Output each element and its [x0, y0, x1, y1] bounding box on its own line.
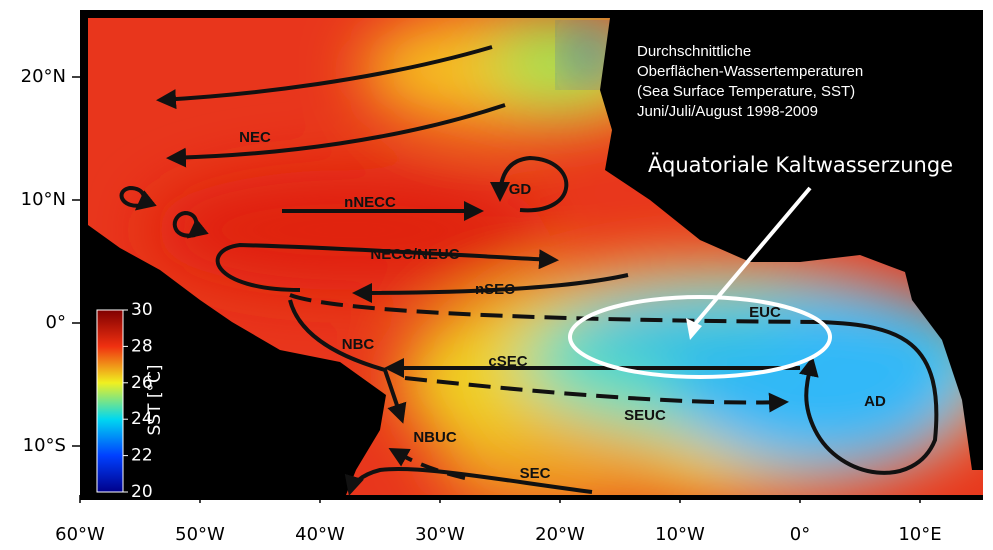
cold-tongue-outline	[568, 295, 832, 379]
annotation: Äquatoriale Kaltwasserzunge	[648, 152, 953, 177]
annotation-arrowhead	[686, 318, 702, 340]
current-label: SEC	[520, 465, 551, 482]
title-line: Durchschnittliche	[637, 43, 751, 60]
current-label: cSEC	[488, 353, 527, 370]
title-line: Oberflächen-Wassertemperaturen	[637, 63, 863, 80]
colorbar-tick-label: 24	[131, 409, 153, 429]
currents	[119, 45, 939, 496]
y-tick-label: 10°S	[23, 435, 66, 456]
title-line: Juni/Juli/August 1998-2009	[637, 103, 818, 120]
current-label: AD	[864, 393, 886, 410]
current-label: nNECC	[344, 194, 396, 211]
title-block: Durchschnittliche Oberflächen-Wassertempe…	[637, 43, 863, 120]
x-tick-label: 40°W	[295, 524, 345, 545]
x-tick-label: 50°W	[175, 524, 225, 545]
current-label: EUC	[749, 304, 781, 321]
y-tick-label: 20°N	[21, 66, 66, 87]
current-label: GD	[509, 181, 532, 198]
current-label: NBUC	[413, 429, 456, 446]
x-tick-label: 30°W	[415, 524, 465, 545]
colorbar-tick-label: 26	[131, 373, 153, 393]
current-label: NECC/NEUC	[370, 246, 459, 263]
colorbar-tick-label: 30	[131, 300, 153, 320]
current-label: nSEC	[475, 281, 515, 298]
colorbar: 20 22 24 26 28 30 SST [°C]	[93, 300, 167, 502]
annotation-arrow	[688, 186, 812, 332]
colorbar-label: SST [°C]	[145, 364, 165, 435]
colorbar-tick-label: 28	[131, 336, 153, 356]
current-label: NBC	[342, 336, 375, 353]
x-tick-label: 10°E	[898, 524, 941, 545]
current-labels: NEC nNECC GD NECC/NEUC nSEC EUC NBC cSEC SEUC AD N…	[239, 129, 886, 482]
axes: 60°W 50°W 40°W 30°W 20°W 10°W 0° 10°E 20°N 10°N 0°…	[21, 66, 942, 545]
colorbar-tick-label: 22	[131, 446, 153, 466]
y-tick-label: 10°N	[21, 189, 66, 210]
x-tick-label: 0°	[790, 524, 810, 545]
x-tick-label: 60°W	[55, 524, 105, 545]
x-tick-label: 20°W	[535, 524, 585, 545]
x-tick-label: 10°W	[655, 524, 705, 545]
current-label: SEUC	[624, 407, 666, 424]
title-line: (Sea Surface Temperature, SST)	[637, 83, 855, 100]
colorbar-tick-label: 20	[131, 482, 153, 502]
y-tick-label: 0°	[46, 312, 66, 333]
current-label: NEC	[239, 129, 271, 146]
